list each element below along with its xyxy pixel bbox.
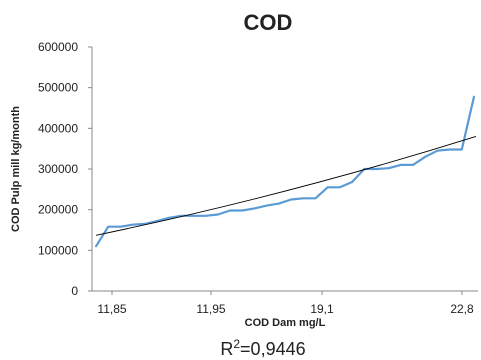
data-point bbox=[95, 245, 97, 248]
data-point bbox=[204, 214, 207, 217]
data-point bbox=[131, 223, 134, 226]
x-tick-label: 19,1 bbox=[310, 302, 334, 316]
data-point bbox=[338, 186, 341, 189]
x-tick-label: 11,85 bbox=[97, 302, 126, 316]
data-point bbox=[107, 225, 110, 228]
data-point bbox=[302, 197, 305, 200]
data-point bbox=[448, 148, 451, 151]
data-point bbox=[168, 216, 171, 219]
y-tick-label: 300000 bbox=[38, 162, 78, 176]
plot-area bbox=[95, 95, 477, 248]
y-tick-label: 500000 bbox=[38, 81, 78, 95]
data-point bbox=[326, 186, 329, 189]
y-tick-label: 200000 bbox=[38, 203, 78, 217]
r-squared-annotation: R2=0,9446 bbox=[220, 337, 305, 359]
data-point bbox=[277, 202, 280, 205]
data-point bbox=[412, 163, 415, 166]
data-point bbox=[265, 204, 268, 207]
data-point bbox=[119, 225, 122, 228]
chart-title: COD bbox=[244, 10, 293, 35]
y-axis-label: COD Pulp mill kg/month bbox=[10, 106, 22, 232]
data-point bbox=[216, 213, 219, 216]
data-point bbox=[436, 149, 439, 152]
data-point bbox=[387, 167, 390, 170]
data-point bbox=[290, 198, 293, 201]
r-squared-prefix: R bbox=[220, 339, 233, 359]
y-tick-label: 600000 bbox=[38, 40, 78, 54]
x-axis: 11,85 11,95 19,1 22,8 bbox=[97, 291, 474, 316]
y-tick-label: 100000 bbox=[38, 243, 78, 257]
x-axis-label: COD Dam mg/L bbox=[245, 317, 326, 329]
data-point bbox=[229, 209, 232, 212]
r-squared-sup: 2 bbox=[233, 337, 240, 351]
series-line bbox=[95, 96, 476, 247]
x-tick-label: 11,95 bbox=[196, 302, 225, 316]
trendline bbox=[95, 136, 477, 236]
data-point bbox=[399, 163, 402, 166]
y-tick-label: 0 bbox=[71, 284, 78, 298]
data-point bbox=[473, 95, 475, 98]
data-point bbox=[253, 207, 256, 210]
data-point bbox=[314, 197, 317, 200]
r-squared-value: =0,9446 bbox=[240, 339, 306, 359]
y-tick-label: 400000 bbox=[38, 121, 78, 135]
data-point bbox=[375, 168, 378, 170]
x-tick-label: 22,8 bbox=[450, 302, 474, 316]
data-point bbox=[424, 155, 427, 158]
data-point bbox=[192, 214, 195, 217]
data-point bbox=[351, 181, 354, 184]
data-point bbox=[241, 209, 244, 212]
y-axis: 0 100000 200000 300000 400000 500000 600000 bbox=[38, 40, 92, 298]
data-point bbox=[460, 148, 463, 151]
